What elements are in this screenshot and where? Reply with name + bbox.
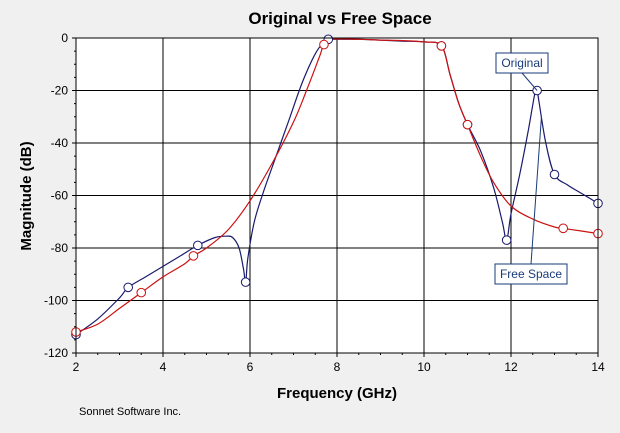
callout-leader xyxy=(521,72,538,91)
y-tick-label: -80 xyxy=(51,241,69,255)
x-tick-label: 8 xyxy=(334,360,341,374)
y-axis-label: Magnitude (dB) xyxy=(18,141,35,250)
series-marker-1 xyxy=(436,41,447,51)
footer-credit: Sonnet Software Inc. xyxy=(79,406,181,418)
x-tick-label: 12 xyxy=(504,360,518,374)
series-marker-1 xyxy=(319,39,329,50)
y-tick-label: -120 xyxy=(44,346,68,360)
series-marker-0 xyxy=(240,277,251,287)
x-tick-label: 10 xyxy=(417,360,431,374)
chart-title: Original vs Free Space xyxy=(248,9,431,28)
callout-box xyxy=(495,52,549,74)
series-marker-0 xyxy=(549,169,560,180)
y-tick-label: 0 xyxy=(61,31,68,45)
series-marker-1 xyxy=(558,223,569,234)
callout-label: Original xyxy=(501,56,542,70)
y-tick-label: -60 xyxy=(51,189,69,203)
x-tick-label: 4 xyxy=(160,360,167,374)
x-tick-label: 2 xyxy=(73,360,80,374)
series-marker-1 xyxy=(136,287,147,298)
x-tick-label: 14 xyxy=(591,360,605,374)
series-marker-1 xyxy=(188,251,199,261)
y-tick-label: -20 xyxy=(51,84,69,98)
series-marker-0 xyxy=(501,235,512,245)
x-axis-label: Frequency (GHz) xyxy=(277,385,397,402)
y-tick-label: -100 xyxy=(44,294,68,308)
series-marker-1 xyxy=(462,119,473,130)
series-line-1 xyxy=(75,38,599,333)
callout-box xyxy=(494,263,568,285)
series-marker-0 xyxy=(193,240,203,251)
callout-label: Free Space xyxy=(500,267,562,281)
y-tick-label: -40 xyxy=(51,136,69,150)
x-tick-label: 6 xyxy=(247,360,254,374)
callout-leader xyxy=(530,116,542,265)
series-marker-0 xyxy=(123,282,133,293)
